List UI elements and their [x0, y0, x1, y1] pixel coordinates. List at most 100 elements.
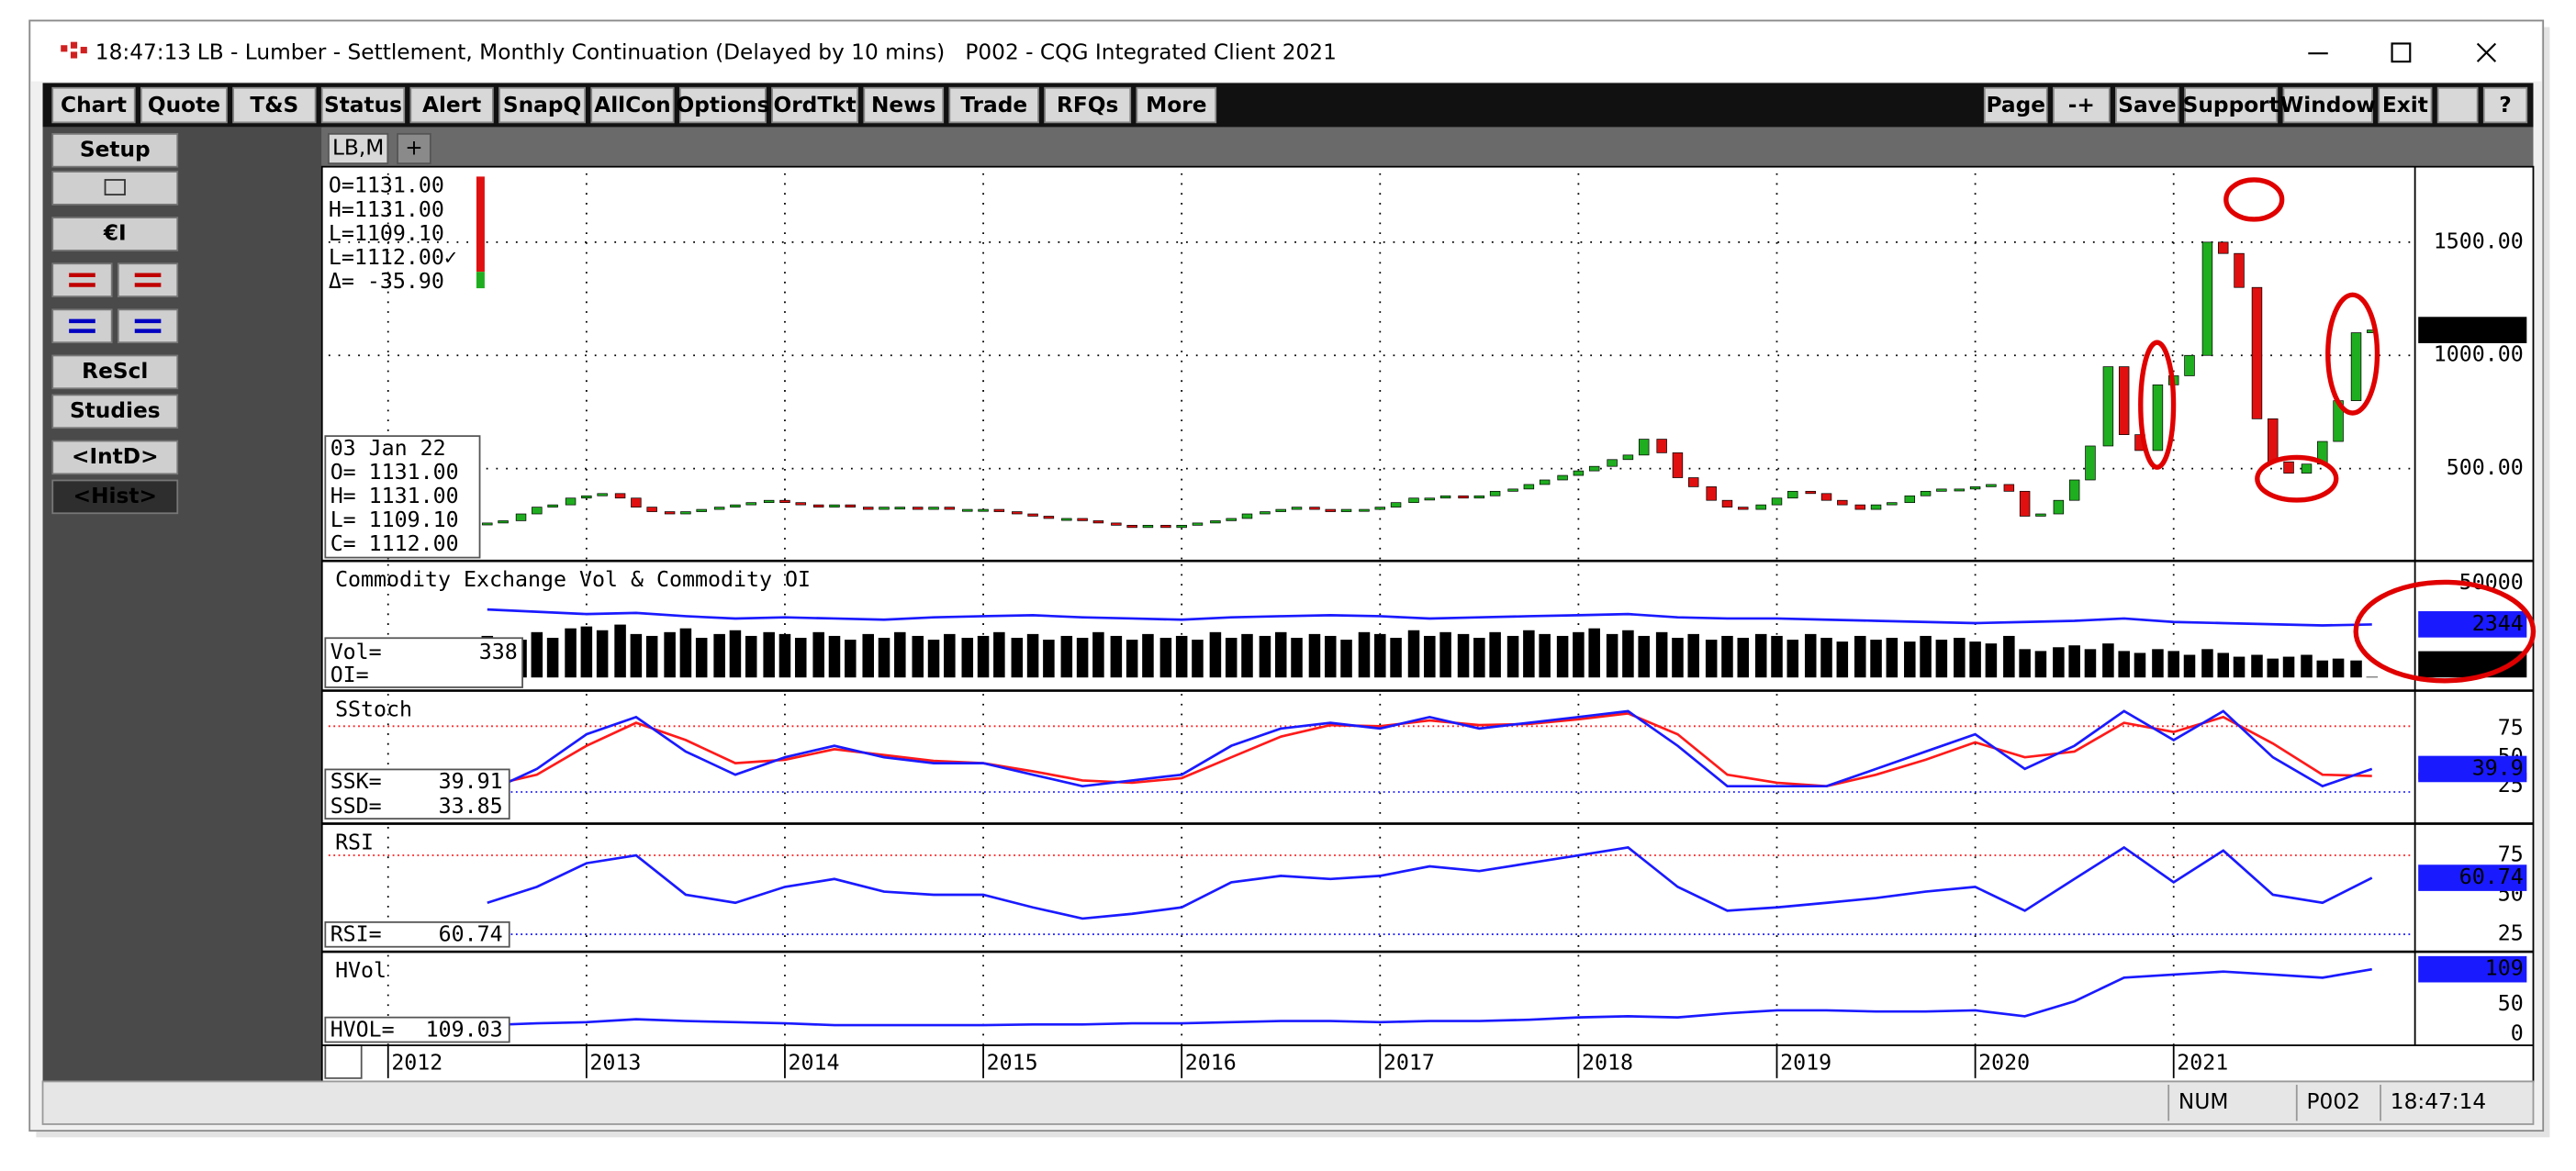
candle — [2301, 463, 2313, 474]
candle — [1408, 497, 1419, 504]
volume-bar — [2301, 654, 2313, 678]
toolbar-button[interactable] — [409, 86, 494, 124]
volume-bar — [1439, 631, 1451, 678]
sidebar-button-label: ReScl — [82, 359, 148, 384]
toolbar-button[interactable] — [498, 86, 586, 124]
toolbar-button[interactable] — [232, 86, 317, 124]
x-tick-label: 2018 — [1582, 1050, 1633, 1075]
candle — [1340, 508, 1352, 512]
volume-bar — [531, 631, 543, 678]
volume-bar — [2332, 658, 2345, 678]
y-tick-label: 500.00 — [2447, 455, 2524, 480]
candle — [1226, 518, 1237, 521]
sidebar-button[interactable] — [51, 132, 179, 168]
window-button[interactable] — [2436, 86, 2479, 124]
candle — [1439, 495, 1451, 499]
volume-bar — [2316, 660, 2329, 678]
candle — [1954, 488, 1966, 492]
oi-last-text: 2344 — [2472, 611, 2524, 636]
candle — [763, 499, 775, 504]
toolbar-button[interactable] — [1044, 86, 1132, 124]
oi-line — [487, 608, 2372, 627]
toolbar-button[interactable] — [320, 86, 406, 124]
sidebar-icon-button[interactable] — [117, 308, 179, 344]
window-controls[interactable] — [2308, 42, 2497, 63]
volume-bar — [1969, 641, 1981, 678]
sidebar-icon-button[interactable] — [51, 308, 113, 344]
toolbar-button-label: Support — [2183, 93, 2279, 117]
candle — [962, 508, 973, 512]
candle — [1424, 497, 1436, 501]
toolbar-button[interactable] — [2115, 86, 2179, 124]
volume-bar — [912, 635, 924, 678]
toolbar-button-label: Alert — [422, 93, 481, 117]
candle — [581, 495, 592, 499]
toolbar-button[interactable] — [590, 86, 675, 124]
candle — [1012, 511, 1023, 515]
x-tick-label: 2017 — [1383, 1050, 1435, 1075]
candle — [2053, 499, 2065, 515]
status-text: P002 — [2307, 1089, 2360, 1114]
chart-tab[interactable] — [397, 132, 431, 164]
print-button[interactable] — [51, 171, 179, 206]
sidebar-button[interactable] — [51, 394, 179, 429]
chart-tab[interactable] — [328, 132, 389, 164]
x-tick-label: 2021 — [2177, 1050, 2228, 1075]
tab-strip — [321, 127, 2534, 167]
toolbar-button[interactable] — [771, 86, 859, 124]
candle — [1291, 507, 1303, 510]
toolbar-button[interactable] — [51, 86, 136, 124]
sidebar-button[interactable] — [51, 217, 179, 251]
candle — [1160, 524, 1171, 529]
volume-bar — [1721, 635, 1733, 678]
toolbar-button[interactable] — [678, 86, 767, 124]
ohlc-info: L=1112.00✓ — [329, 245, 457, 270]
sidebar-button[interactable] — [51, 440, 179, 475]
series-label: OI= — [330, 663, 369, 687]
candle — [1077, 518, 1088, 521]
toolbar-button[interactable] — [1983, 86, 2048, 124]
indicator-line — [487, 845, 2373, 920]
volume-bar — [1854, 635, 1866, 678]
candle — [1656, 439, 1667, 453]
candle — [1458, 495, 1469, 499]
y-tick-label: 1500.00 — [2434, 229, 2524, 253]
toolbar-button-label: AllCon — [594, 93, 671, 117]
sidebar-icon-button[interactable] — [117, 262, 179, 297]
toolbar-button[interactable] — [140, 86, 228, 124]
candle — [713, 507, 725, 510]
toolbar-button[interactable] — [863, 86, 945, 124]
toolbar-button[interactable] — [2184, 86, 2279, 124]
candle — [745, 502, 756, 506]
series-value: 338 — [479, 640, 518, 664]
volume-bar — [1556, 635, 1569, 678]
volume-bar — [2102, 643, 2114, 678]
volume-bar — [993, 631, 1005, 678]
toolbar-button[interactable] — [948, 86, 1039, 124]
x-tick-label: 2013 — [589, 1050, 641, 1075]
volume-bar — [1506, 635, 1519, 678]
volume-bar — [2084, 649, 2097, 678]
candle — [2003, 484, 2015, 492]
volume-bar — [1836, 641, 1849, 678]
toolbar-button[interactable] — [1136, 86, 1217, 124]
data-box-line: 03 Jan 22 — [330, 436, 446, 461]
candle — [1969, 486, 1981, 490]
sidebar-icon-button[interactable] — [51, 262, 113, 297]
ohlc-info: L=1109.10 — [329, 221, 444, 246]
sidebar-icon — [134, 273, 162, 287]
volume-bar — [944, 633, 956, 678]
sidebar-button[interactable] — [51, 354, 179, 390]
sidebar-button[interactable] — [51, 479, 179, 515]
volume-bar — [1920, 635, 1932, 678]
toolbar-button[interactable] — [2482, 86, 2528, 124]
y-tick-label: 75 — [2498, 715, 2524, 740]
volume-bar — [1687, 633, 1699, 678]
candle — [1622, 454, 1634, 461]
toolbar-button[interactable] — [2282, 86, 2373, 124]
candle — [913, 507, 924, 510]
toolbar-button[interactable] — [2053, 86, 2111, 124]
toolbar-button[interactable] — [2378, 86, 2433, 124]
candle — [2118, 366, 2130, 435]
